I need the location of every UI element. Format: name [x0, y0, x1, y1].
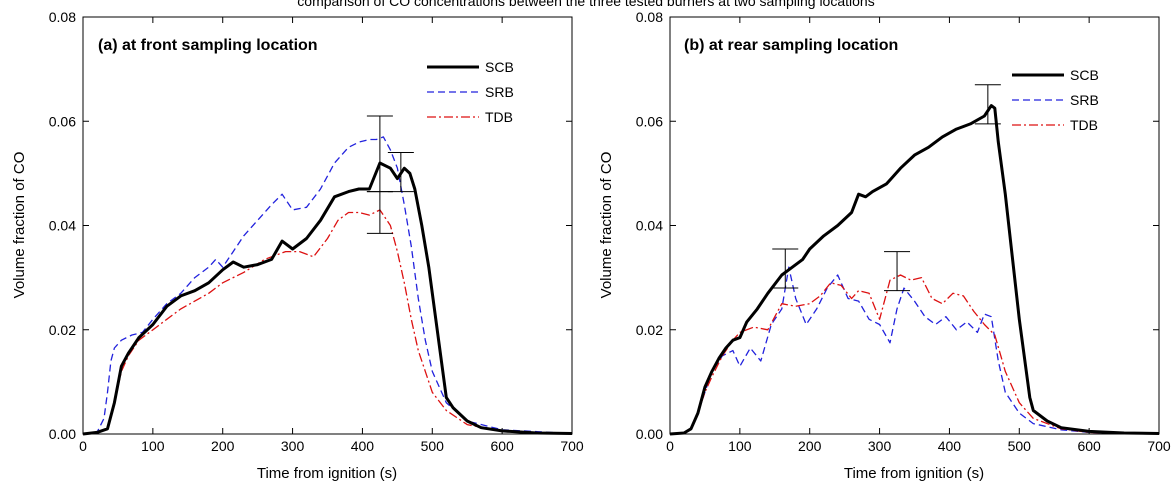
- series-line-tdb: [669, 274, 1160, 435]
- x-tick-label: 300: [281, 438, 305, 454]
- legend-label-tdb: TDB: [485, 109, 513, 125]
- chart-panel-a: 0 100 200 300 400 500 600 700 0.00 0.02 0.04 0.06 0.…: [11, 9, 584, 481]
- x-tick-label: 300: [868, 438, 892, 454]
- y-tick-label: 0.04: [49, 218, 76, 234]
- legend-label-srb: SRB: [485, 84, 514, 100]
- legend-label-srb: SRB: [1070, 92, 1099, 108]
- series-line-tdb: [82, 209, 573, 435]
- y-tick-label: 0.04: [636, 218, 663, 234]
- x-tick-label: 600: [490, 438, 514, 454]
- panel-title: (a) at front sampling location: [98, 37, 318, 54]
- axis-ticks: 0 100 200 300 400 500 600 700 0.00 0.02 0.04 0.06 0.…: [49, 9, 584, 454]
- series-layer: [669, 104, 1160, 436]
- y-tick-label: 0.00: [636, 426, 663, 442]
- chart-panel-b: 0 100 200 300 400 500 600 700 0.00 0.02 0.04 0.06 0.…: [598, 9, 1171, 481]
- y-tick-label: 0.08: [636, 9, 663, 25]
- error-bars: [772, 84, 1001, 292]
- y-tick-label: 0.02: [636, 322, 663, 338]
- axis-ticks: 0 100 200 300 400 500 600 700 0.00 0.02 0.04 0.06 0.…: [636, 9, 1171, 454]
- x-axis-title: Time from ignition (s): [257, 465, 397, 481]
- legend-label-scb: SCB: [485, 59, 514, 75]
- series-line-srb: [82, 136, 573, 435]
- series-line-srb: [669, 266, 1160, 435]
- error-bars: [366, 115, 414, 234]
- figure-caption: comparison of CO concentrations between …: [297, 0, 874, 9]
- x-tick-label: 0: [666, 438, 674, 454]
- x-tick-label: 500: [1008, 438, 1032, 454]
- panel-title: (b) at rear sampling location: [684, 37, 898, 54]
- legend: SCB SRB TDB: [1012, 67, 1099, 133]
- x-axis-title: Time from ignition (s): [844, 465, 984, 481]
- y-tick-label: 0.06: [49, 113, 76, 129]
- series-line-scb: [82, 161, 573, 436]
- legend: SCB SRB TDB: [427, 59, 514, 125]
- x-tick-label: 500: [421, 438, 445, 454]
- plot-frame: [82, 16, 573, 435]
- x-tick-label: 400: [351, 438, 375, 454]
- series-layer: [82, 136, 573, 436]
- x-tick-label: 600: [1077, 438, 1101, 454]
- x-tick-label: 200: [798, 438, 822, 454]
- x-tick-label: 400: [938, 438, 962, 454]
- x-tick-label: 100: [728, 438, 752, 454]
- y-axis-title: Volume fraction of CO: [598, 152, 615, 299]
- x-tick-label: 100: [141, 438, 165, 454]
- x-tick-label: 700: [560, 438, 584, 454]
- series-line-scb: [669, 104, 1160, 436]
- x-tick-label: 0: [79, 438, 87, 454]
- y-tick-label: 0.06: [636, 113, 663, 129]
- y-tick-label: 0.08: [49, 9, 76, 25]
- legend-label-scb: SCB: [1070, 67, 1099, 83]
- x-tick-label: 200: [211, 438, 235, 454]
- y-axis-title: Volume fraction of CO: [11, 152, 28, 299]
- legend-label-tdb: TDB: [1070, 117, 1098, 133]
- x-tick-label: 700: [1147, 438, 1171, 454]
- y-tick-label: 0.02: [49, 322, 76, 338]
- y-tick-label: 0.00: [49, 426, 76, 442]
